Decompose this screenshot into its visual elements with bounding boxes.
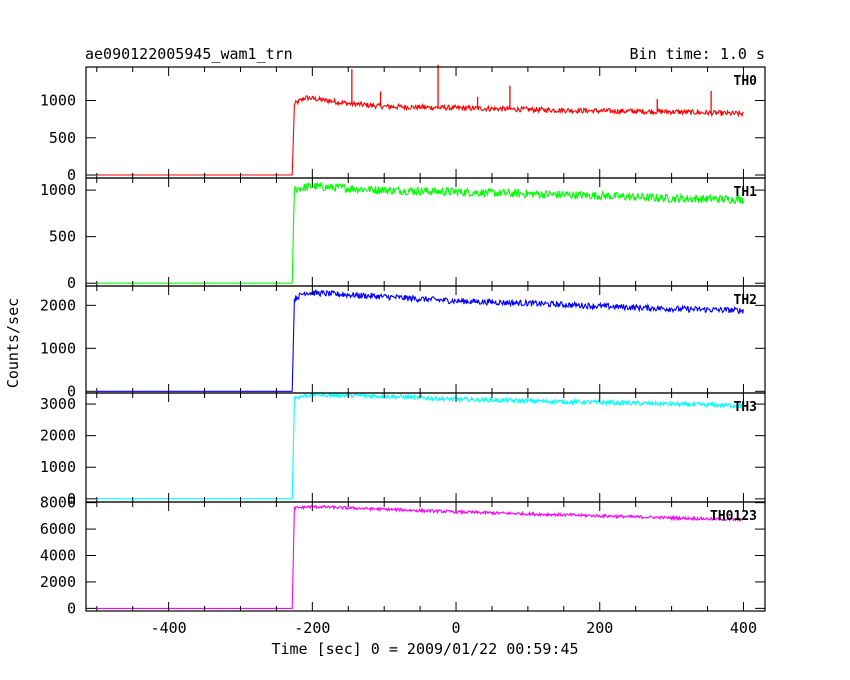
x-tick-label: 0 (452, 619, 461, 637)
y-tick-label-th3: 2000 (40, 427, 76, 445)
y-tick-label-th0123: 2000 (40, 573, 76, 591)
x-axis-label: Time [sec] 0 = 2009/01/22 00:59:45 (271, 640, 578, 658)
y-tick-label-th0123: 4000 (40, 547, 76, 565)
y-tick-label-th0123: 6000 (40, 520, 76, 538)
channel-label-th2: TH2 (734, 293, 757, 308)
y-tick-label-th0: 1000 (40, 92, 76, 110)
panel-frame-th3 (85, 392, 766, 503)
x-tick-label: -200 (294, 619, 330, 637)
panel-frame-th0123 (85, 501, 766, 612)
series-line-th2 (96, 288, 744, 392)
y-tick-label-th3: 0 (67, 490, 76, 508)
channel-label-th1: TH1 (734, 185, 758, 200)
channel-label-th0123: TH0123 (710, 509, 757, 524)
panel-frame-th2 (85, 285, 766, 394)
series-line-th1 (96, 181, 744, 284)
y-tick-label-th0: 500 (49, 129, 76, 147)
y-tick-label-th3: 1000 (40, 458, 76, 476)
y-tick-label-th1: 500 (49, 228, 76, 246)
y-tick-label-th2: 1000 (40, 339, 76, 357)
panel-th0123: 0 2000 4000 6000 8000 TH0123 (40, 494, 766, 617)
x-tick-label: 400 (730, 619, 757, 637)
series-line-th0 (96, 95, 744, 176)
series-line-th3 (96, 390, 744, 500)
y-tick-label-th1: 1000 (40, 181, 76, 199)
y-tick-label-th2: 0 (67, 382, 76, 400)
channel-label-th0: TH0 (734, 74, 758, 89)
y-axis-label: Counts/sec (4, 298, 22, 388)
bin-time-label: Bin time: 1.0 s (630, 45, 765, 63)
x-tick-label: -400 (151, 619, 187, 637)
y-tick-label-th1: 0 (67, 274, 76, 292)
y-tick-label-th2: 2000 (40, 296, 76, 314)
y-tick-label-th0123: 0 (67, 599, 76, 617)
x-tick-label: 200 (586, 619, 613, 637)
y-tick-label-th3: 3000 (40, 395, 76, 413)
figure-title: ae090122005945_wam1_trn (85, 45, 293, 63)
series-line-th0123 (96, 504, 744, 609)
panel-th1: 0 500 1000 TH1 (40, 177, 766, 292)
panel-th3: 0 1000 2000 3000 TH3 (40, 390, 766, 508)
channel-label-th3: TH3 (734, 400, 757, 415)
panel-frame-th0 (85, 66, 766, 179)
y-tick-label-th0123: 8000 (40, 494, 76, 512)
y-tick-label-th0: 0 (67, 166, 76, 184)
panel-frame-th1 (85, 177, 766, 287)
panel-th0: 0 500 1000 TH0 (40, 64, 766, 184)
panel-th2: 0 1000 2000 TH2 (40, 285, 766, 400)
